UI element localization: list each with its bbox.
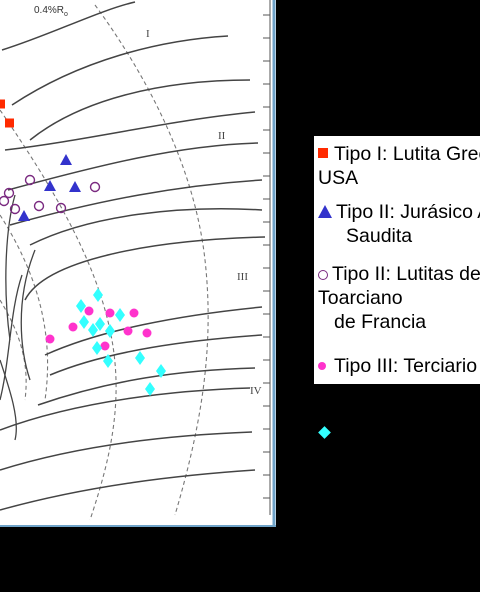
series-5-point-10 <box>135 351 145 365</box>
kerogen-path-2 <box>11 35 229 106</box>
series-5-point-3 <box>115 308 125 322</box>
series-4-point-3 <box>129 308 139 318</box>
legend-label-tipo-ii-francia-cont: Toarciano <box>318 287 403 309</box>
triangle-marker-icon <box>318 205 332 218</box>
series-3-point-3 <box>3 187 15 199</box>
legend-label-tipo-i-cont: USA <box>318 167 359 189</box>
zone-label-iv: IV <box>250 385 262 397</box>
axis-ticks <box>263 14 270 499</box>
kerogen-path-17 <box>0 274 23 401</box>
data-points <box>0 99 166 396</box>
legend: Tipo I: Lutita Green River USA Tipo II: … <box>314 136 480 384</box>
series-4-point-5 <box>123 326 133 336</box>
kerogen-path-15 <box>5 194 16 341</box>
kerogen-path-3 <box>29 79 251 141</box>
series-5-point-6 <box>88 323 98 337</box>
series-4-point-8 <box>100 341 110 351</box>
maturity-curve-4 <box>0 299 27 401</box>
kerogen-path-13 <box>0 431 253 471</box>
dot-marker-icon <box>318 362 326 370</box>
kerogen-path-16 <box>20 249 36 381</box>
series-2-point-3 <box>69 181 81 192</box>
legend-item-tipo-ii-arabia: Tipo II: Jurásico Arabia Saudita <box>318 200 480 248</box>
kerogen-path-7 <box>29 208 263 246</box>
series-4-point-7 <box>45 334 55 344</box>
kerogen-path-14 <box>0 469 256 511</box>
series-4-point-1 <box>84 306 94 316</box>
kerogen-path-9 <box>44 306 263 356</box>
series-3-point-6 <box>55 202 67 214</box>
series-4-point-6 <box>142 328 152 338</box>
series-1-point-2 <box>5 118 14 128</box>
series-2-point-4 <box>18 210 30 221</box>
open-circle-marker-icon <box>318 270 328 280</box>
series-5-point-12 <box>145 382 155 396</box>
legend-item-tipo-i: Tipo I: Lutita Green River USA <box>318 142 480 190</box>
kerogen-path-8 <box>24 236 266 301</box>
legend-label-tipo-ii-francia: Tipo II: Lutitas del <box>332 263 480 285</box>
series-5-point-8 <box>92 341 102 355</box>
kerogen-path-5 <box>7 142 259 191</box>
kerogen-path-12 <box>0 387 251 431</box>
series-5-point-11 <box>156 364 166 378</box>
series-5-point-4 <box>79 315 89 329</box>
series-3-point-4 <box>0 195 10 207</box>
legend-label-tipo-iii: Tipo III: Terciario <box>334 355 478 377</box>
series-2-point-2 <box>44 180 56 191</box>
series-5-point-7 <box>105 324 115 338</box>
kerogen-path-4 <box>4 111 256 151</box>
plot-background <box>0 0 276 527</box>
legend-item-tipo-iii: Tipo III: Terciario <box>318 354 477 378</box>
kerogen-path-1 <box>1 1 136 51</box>
zone-label-ii: II <box>218 130 226 142</box>
legend-label-tipo-ii-arabia: Tipo II: Jurásico Arabia <box>336 201 480 223</box>
series-4-point-4 <box>68 322 78 332</box>
kerogen-path-10 <box>49 334 263 376</box>
series-5-point-2 <box>76 299 86 313</box>
kerogen-path-6 <box>9 179 263 226</box>
series-3-point-2 <box>89 181 101 193</box>
legend-label-tipo-ii-francia-cont2: de Francia <box>334 311 427 333</box>
legend-label-tipo-i: Tipo I: Lutita Green River <box>334 143 480 165</box>
zone-label-i: I <box>146 28 150 40</box>
maturity-curve-3 <box>0 214 49 401</box>
kerogen-path-11 <box>37 367 256 406</box>
series-3-point-1 <box>24 174 36 186</box>
series-2-point-1 <box>60 154 72 165</box>
kerogen-path-18 <box>0 359 17 441</box>
series-3-point-5 <box>33 200 45 212</box>
series-1-point-1 <box>0 99 5 109</box>
series-5-point-5 <box>95 317 105 331</box>
series-4-point-2 <box>105 308 115 318</box>
maturity-curve-1 <box>94 4 209 516</box>
legend-item-tipo-ii-francia: Tipo II: Lutitas del Toarciano de Franci… <box>318 262 480 334</box>
series-3-point-7 <box>9 203 21 215</box>
vitrinite-label: 0.4%Ro <box>34 5 68 18</box>
series-5-point-9 <box>103 354 113 368</box>
legend-label-tipo-ii-arabia-cont: Saudita <box>346 225 413 247</box>
zone-label-iii: III <box>237 271 248 283</box>
square-marker-icon <box>318 148 328 158</box>
series-5-point-1 <box>93 288 103 302</box>
